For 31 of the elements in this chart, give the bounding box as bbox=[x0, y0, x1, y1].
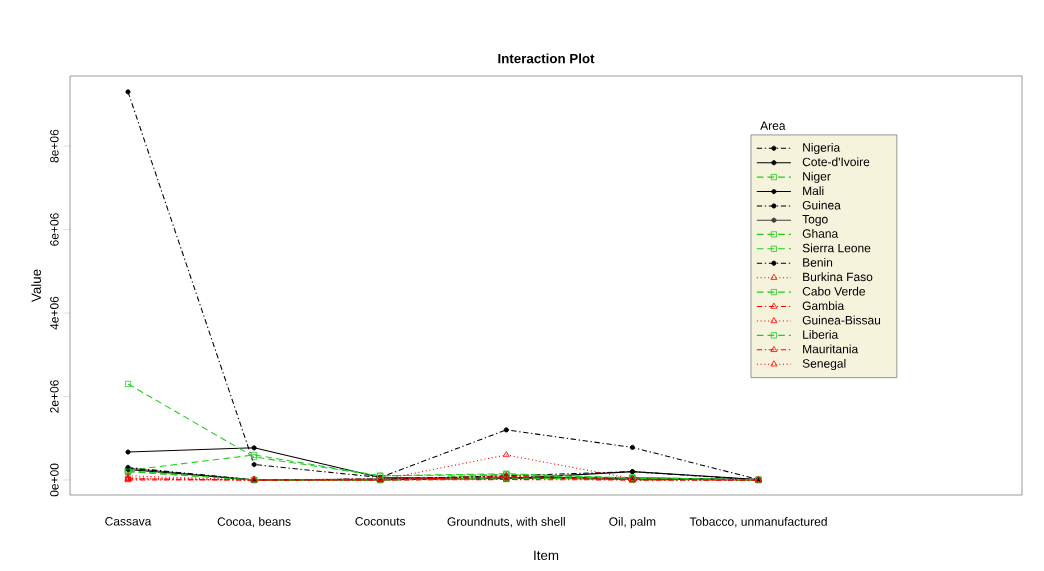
legend-label: Guinea-Bissau bbox=[802, 315, 881, 325]
y-tick-label: 6e+06 bbox=[50, 213, 59, 246]
legend-label: Mauritania bbox=[803, 344, 859, 354]
legend-label: Benin bbox=[803, 257, 833, 267]
y-tick-label: 8e+06 bbox=[50, 129, 59, 163]
legend-label: Guinea bbox=[802, 200, 841, 210]
legend-label: Nigeria bbox=[803, 142, 841, 155]
x-axis-title: Item bbox=[534, 550, 559, 561]
legend-label: Liberia bbox=[803, 330, 839, 339]
legend-label: Mali bbox=[803, 186, 824, 196]
x-tick-label: Coconuts bbox=[355, 517, 406, 526]
legend-label: Togo bbox=[802, 215, 828, 226]
legend-title: Area bbox=[760, 121, 786, 130]
legend-label: Cabo Verde bbox=[802, 286, 866, 296]
x-tick-label: Cassava bbox=[105, 517, 152, 526]
legend-label: Gambia bbox=[802, 301, 845, 311]
legend-label: Niger bbox=[803, 171, 831, 183]
legend-label: Senegal bbox=[802, 358, 846, 371]
y-tick-label: 0e+00 bbox=[50, 463, 59, 497]
legend-label: Sierra Leone bbox=[802, 243, 871, 253]
x-tick-label: Oil, palm bbox=[609, 517, 656, 529]
y-axis-title: Value bbox=[31, 269, 41, 302]
x-tick-label: Groundnuts, with shell bbox=[447, 517, 565, 528]
legend-label: Ghana bbox=[802, 229, 839, 238]
x-tick-label: Tobacco, unmanufactured bbox=[689, 517, 827, 528]
y-tick-label: 2e+06 bbox=[50, 380, 59, 413]
x-tick-label: Cocoa, beans bbox=[217, 517, 291, 528]
legend-label: Cote-d'Ivoire bbox=[802, 157, 870, 167]
y-tick-label: 4e+06 bbox=[50, 296, 59, 330]
legend-label: Burkina Faso bbox=[803, 272, 873, 282]
chart-title: Interaction Plot bbox=[498, 53, 595, 64]
